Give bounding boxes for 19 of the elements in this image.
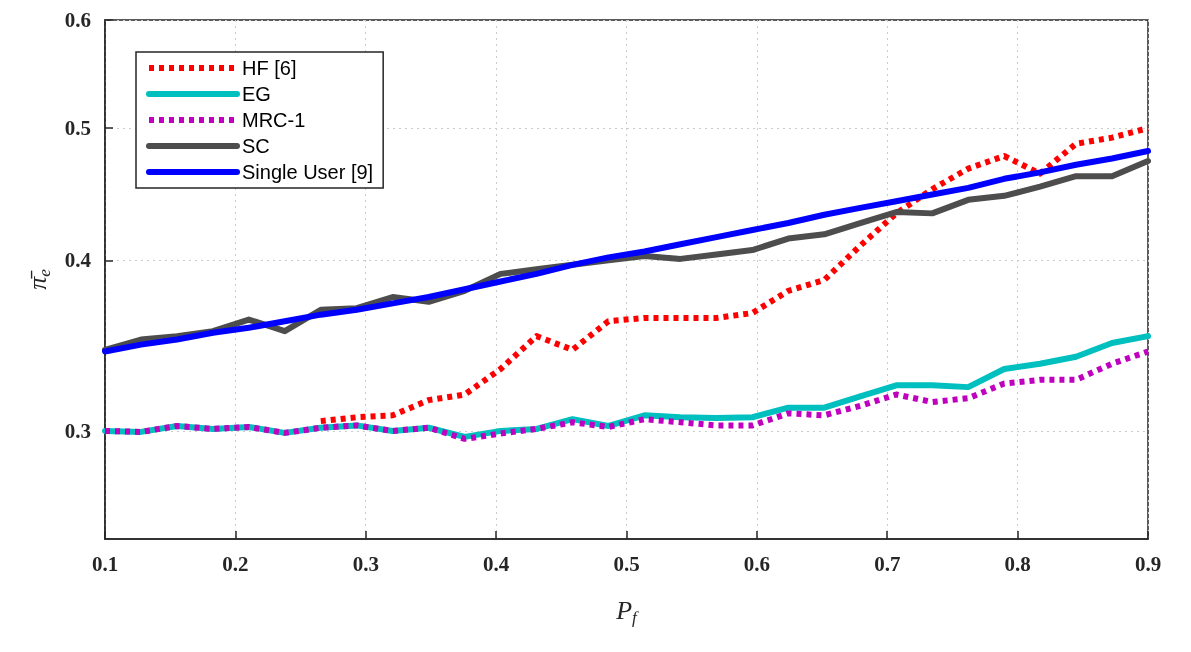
- x-tick-label: 0.6: [743, 551, 770, 576]
- x-tick-label: 0.3: [352, 551, 379, 576]
- y-tick-label: 0.3: [64, 418, 91, 443]
- x-tick-label: 0.5: [613, 551, 640, 576]
- y-axis-title: π̄e: [23, 268, 54, 290]
- legend-label: SC: [242, 135, 270, 157]
- legend-label: HF [6]: [242, 57, 297, 79]
- legend-label: MRC-1: [242, 109, 306, 131]
- x-tick-label: 0.7: [874, 551, 901, 576]
- legend-label: EG: [242, 83, 271, 105]
- x-tick-label: 0.2: [222, 551, 249, 576]
- x-tick-label: 0.1: [91, 551, 119, 576]
- y-tick-label: 0.5: [64, 116, 91, 141]
- x-tick-label: 0.9: [1134, 551, 1162, 576]
- y-tick-label: 0.6: [64, 8, 91, 32]
- x-tick-label: 0.4: [483, 551, 510, 576]
- x-tick-label: 0.8: [1004, 551, 1031, 576]
- legend-label: Single User [9]: [242, 161, 374, 183]
- y-tick-label: 0.4: [64, 248, 92, 273]
